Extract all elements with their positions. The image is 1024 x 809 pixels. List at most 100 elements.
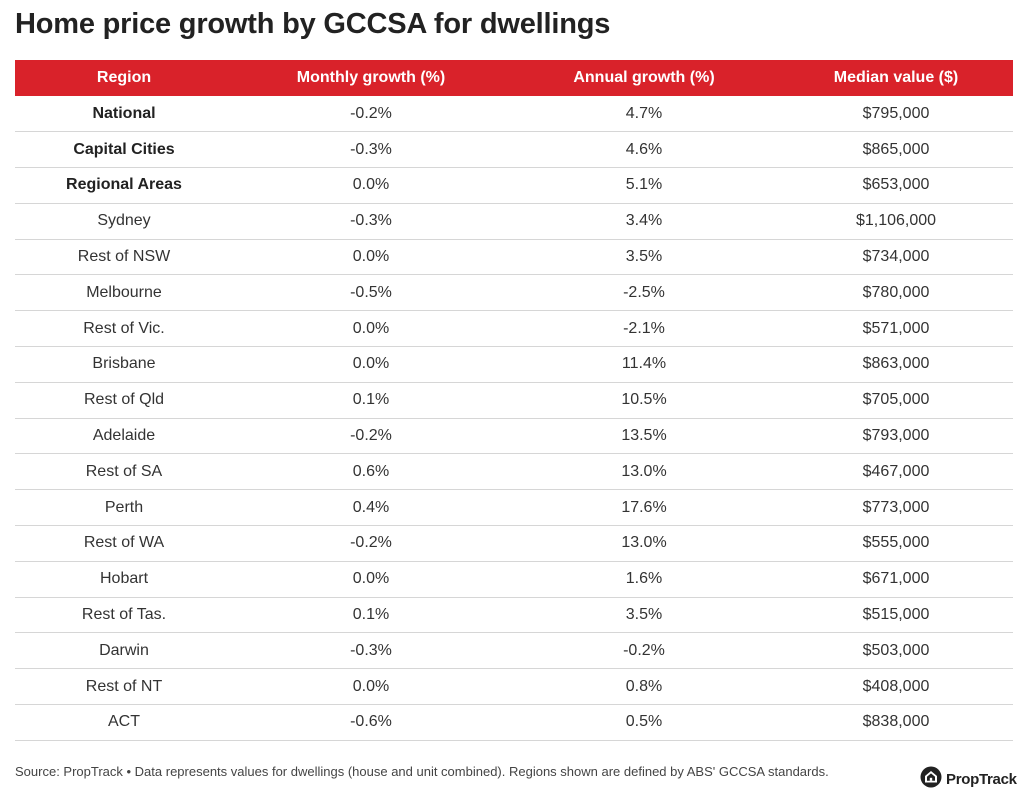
cell-annual-growth: 5.1% xyxy=(509,167,779,204)
cell-monthly-growth: -0.5% xyxy=(233,274,509,312)
cell-annual-growth: 13.0% xyxy=(509,453,779,491)
cell-monthly-growth: -0.3% xyxy=(233,203,509,240)
cell-median-value: $865,000 xyxy=(779,131,1013,169)
house-icon xyxy=(920,766,942,793)
cell-median-value: $773,000 xyxy=(779,489,1013,527)
cell-annual-growth: 13.0% xyxy=(509,525,779,562)
cell-median-value: $467,000 xyxy=(779,453,1013,491)
cell-annual-growth: -2.1% xyxy=(509,310,779,348)
cell-monthly-growth: 0.1% xyxy=(233,382,509,419)
cell-region: Brisbane xyxy=(15,346,233,383)
cell-annual-growth: 1.6% xyxy=(509,561,779,598)
source-footnote: Source: PropTrack • Data represents valu… xyxy=(15,764,829,779)
cell-region: ACT xyxy=(15,704,233,741)
cell-region: Rest of Tas. xyxy=(15,597,233,634)
cell-median-value: $653,000 xyxy=(779,167,1013,204)
cell-median-value: $734,000 xyxy=(779,239,1013,276)
table-row: Rest of WA -0.2% 13.0% $555,000 xyxy=(15,525,1013,562)
table-row: Rest of Vic. 0.0% -2.1% $571,000 xyxy=(15,310,1013,348)
cell-median-value: $555,000 xyxy=(779,525,1013,562)
cell-monthly-growth: 0.0% xyxy=(233,239,509,276)
cell-region: Perth xyxy=(15,489,233,527)
cell-monthly-growth: -0.6% xyxy=(233,704,509,741)
cell-monthly-growth: -0.3% xyxy=(233,632,509,670)
cell-median-value: $571,000 xyxy=(779,310,1013,348)
chart-title: Home price growth by GCCSA for dwellings xyxy=(15,8,611,40)
cell-annual-growth: 3.5% xyxy=(509,597,779,634)
cell-monthly-growth: 0.6% xyxy=(233,453,509,491)
cell-monthly-growth: 0.0% xyxy=(233,561,509,598)
cell-annual-growth: 13.5% xyxy=(509,418,779,455)
cell-region: Rest of Vic. xyxy=(15,310,233,348)
cell-region: Rest of WA xyxy=(15,525,233,562)
cell-region: Rest of Qld xyxy=(15,382,233,419)
cell-monthly-growth: 0.1% xyxy=(233,597,509,634)
cell-region: Adelaide xyxy=(15,418,233,455)
cell-annual-growth: 10.5% xyxy=(509,382,779,419)
cell-annual-growth: 4.7% xyxy=(509,96,779,133)
cell-annual-growth: 0.8% xyxy=(509,668,779,706)
cell-region: Darwin xyxy=(15,632,233,670)
cell-median-value: $863,000 xyxy=(779,346,1013,383)
table-row: Rest of Qld 0.1% 10.5% $705,000 xyxy=(15,382,1013,419)
table-row: Melbourne -0.5% -2.5% $780,000 xyxy=(15,274,1013,312)
column-header-annual-growth: Annual growth (%) xyxy=(509,60,779,96)
cell-annual-growth: 17.6% xyxy=(509,489,779,527)
header-row: Region Monthly growth (%) Annual growth … xyxy=(15,60,1013,96)
cell-region: Rest of NSW xyxy=(15,239,233,276)
cell-annual-growth: 0.5% xyxy=(509,704,779,741)
cell-monthly-growth: -0.2% xyxy=(233,96,509,133)
cell-region: Capital Cities xyxy=(15,131,233,169)
cell-region: Sydney xyxy=(15,203,233,240)
cell-annual-growth: 3.5% xyxy=(509,239,779,276)
table-row: Hobart 0.0% 1.6% $671,000 xyxy=(15,561,1013,598)
table-row: Perth 0.4% 17.6% $773,000 xyxy=(15,489,1013,527)
cell-region: Regional Areas xyxy=(15,167,233,204)
cell-monthly-growth: -0.3% xyxy=(233,131,509,169)
cell-median-value: $795,000 xyxy=(779,96,1013,133)
cell-annual-growth: -2.5% xyxy=(509,274,779,312)
cell-median-value: $705,000 xyxy=(779,382,1013,419)
table-row: Sydney -0.3% 3.4% $1,106,000 xyxy=(15,203,1013,240)
cell-monthly-growth: 0.0% xyxy=(233,310,509,348)
cell-median-value: $515,000 xyxy=(779,597,1013,634)
table-row: Rest of Tas. 0.1% 3.5% $515,000 xyxy=(15,597,1013,634)
cell-annual-growth: 3.4% xyxy=(509,203,779,240)
table-row: Regional Areas 0.0% 5.1% $653,000 xyxy=(15,167,1013,204)
table-row: Adelaide -0.2% 13.5% $793,000 xyxy=(15,418,1013,455)
table-row: Rest of NT 0.0% 0.8% $408,000 xyxy=(15,668,1013,706)
logo-text: PropTrack xyxy=(946,771,1017,788)
cell-region: Rest of SA xyxy=(15,453,233,491)
cell-annual-growth: -0.2% xyxy=(509,632,779,670)
proptrack-logo: PropTrack xyxy=(920,766,1017,793)
cell-monthly-growth: -0.2% xyxy=(233,525,509,562)
column-header-monthly-growth: Monthly growth (%) xyxy=(233,60,509,96)
table-header: Region Monthly growth (%) Annual growth … xyxy=(15,60,1013,96)
cell-median-value: $671,000 xyxy=(779,561,1013,598)
cell-monthly-growth: -0.2% xyxy=(233,418,509,455)
cell-monthly-growth: 0.0% xyxy=(233,167,509,204)
cell-median-value: $780,000 xyxy=(779,274,1013,312)
table-row: National -0.2% 4.7% $795,000 xyxy=(15,96,1013,133)
table-row: Darwin -0.3% -0.2% $503,000 xyxy=(15,632,1013,670)
table-row: Rest of NSW 0.0% 3.5% $734,000 xyxy=(15,239,1013,276)
cell-median-value: $503,000 xyxy=(779,632,1013,670)
cell-median-value: $1,106,000 xyxy=(779,203,1013,240)
table-row: Capital Cities -0.3% 4.6% $865,000 xyxy=(15,131,1013,169)
cell-annual-growth: 11.4% xyxy=(509,346,779,383)
cell-median-value: $838,000 xyxy=(779,704,1013,741)
column-header-region: Region xyxy=(15,60,233,96)
table-body: National -0.2% 4.7% $795,000 Capital Cities -… xyxy=(15,96,1013,741)
cell-median-value: $408,000 xyxy=(779,668,1013,706)
cell-monthly-growth: 0.0% xyxy=(233,668,509,706)
data-table: Region Monthly growth (%) Annual growth … xyxy=(15,60,1013,741)
table-row: Brisbane 0.0% 11.4% $863,000 xyxy=(15,346,1013,383)
column-header-median-value: Median value ($) xyxy=(779,60,1013,96)
cell-region: Rest of NT xyxy=(15,668,233,706)
table-row: ACT -0.6% 0.5% $838,000 xyxy=(15,704,1013,741)
cell-region: National xyxy=(15,96,233,133)
cell-region: Melbourne xyxy=(15,274,233,312)
table-row: Rest of SA 0.6% 13.0% $467,000 xyxy=(15,453,1013,491)
cell-monthly-growth: 0.4% xyxy=(233,489,509,527)
cell-annual-growth: 4.6% xyxy=(509,131,779,169)
